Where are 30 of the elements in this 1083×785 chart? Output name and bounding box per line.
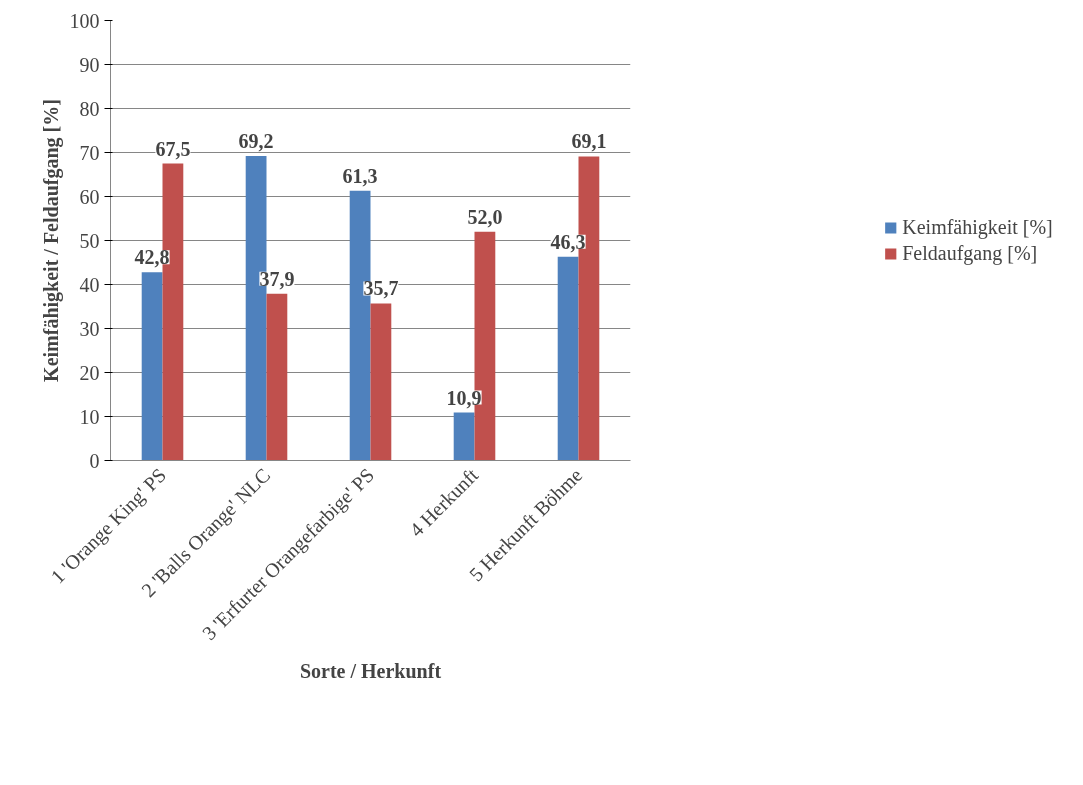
y-tick-label: 40 [79, 273, 100, 296]
y-tick-label: 80 [79, 97, 100, 120]
y-tick-label: 50 [79, 229, 100, 252]
data-label: 42,8 [134, 246, 170, 269]
bar [453, 412, 475, 461]
data-label: 37,9 [259, 267, 295, 290]
x-axis-title: Sorte / Herkunft [299, 659, 442, 682]
y-tick-label: 70 [79, 141, 100, 164]
data-label: 35,7 [363, 277, 399, 300]
y-tick-label: 60 [79, 185, 100, 208]
bar [557, 256, 579, 461]
bar [266, 293, 288, 461]
y-tick-label: 0 [89, 449, 100, 472]
y-tick-label: 10 [79, 405, 100, 428]
data-label: 69,1 [571, 130, 607, 153]
y-tick-label: 100 [69, 9, 100, 32]
bar [141, 272, 163, 461]
data-label: 69,2 [238, 130, 274, 153]
y-tick-label: 30 [79, 317, 100, 340]
data-label: 46,3 [550, 230, 586, 253]
legend-label: Keimfähigkeit [%] [902, 215, 1053, 239]
data-label: 67,5 [155, 137, 191, 160]
data-label: 52,0 [467, 205, 503, 228]
y-axis-title: Keimfähigkeit / Feldaufgang [%] [39, 99, 63, 382]
data-label: 10,9 [446, 386, 482, 409]
legend-label: Feldaufgang [%] [902, 241, 1038, 265]
data-label: 61,3 [342, 164, 378, 187]
y-tick-label: 90 [79, 53, 100, 76]
y-tick-label: 20 [79, 361, 100, 384]
bar [370, 303, 392, 461]
